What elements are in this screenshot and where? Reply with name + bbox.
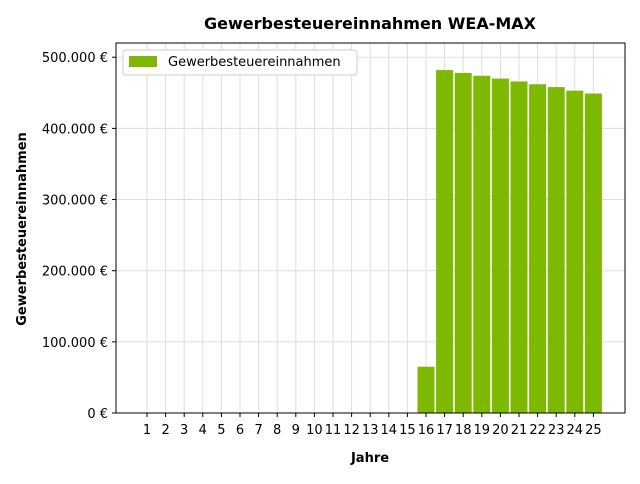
x-tick-label: 12 [343, 423, 360, 438]
legend-swatch [129, 56, 157, 67]
x-tick-label: 3 [180, 423, 188, 438]
x-tick-label: 2 [161, 423, 169, 438]
x-tick-label: 14 [381, 423, 398, 438]
legend-box [122, 49, 358, 76]
x-tick-label: 19 [474, 423, 491, 438]
x-tick-label: 15 [399, 423, 416, 438]
bar [454, 72, 472, 413]
bar [510, 81, 528, 413]
bar [547, 87, 565, 413]
x-tick-label: 13 [362, 423, 379, 438]
x-tick-label: 16 [418, 423, 435, 438]
legend: Gewerbesteuereinnahmen [122, 49, 358, 76]
x-axis-label: Jahre [350, 451, 389, 466]
x-tick-label: 9 [292, 423, 300, 438]
x-tick-label: 10 [306, 423, 323, 438]
bars-layer [417, 70, 602, 414]
chart-title: Gewerbesteuereinnahmen WEA-MAX [204, 14, 537, 33]
bar [491, 78, 509, 414]
x-tick-label: 11 [325, 423, 342, 438]
x-tick-label: 8 [273, 423, 281, 438]
bar [436, 70, 454, 414]
x-tick-label: 20 [492, 423, 509, 438]
x-tick-label: 21 [511, 423, 528, 438]
x-tick-label: 17 [436, 423, 453, 438]
x-tick-label: 25 [585, 423, 602, 438]
x-tick-label: 24 [567, 423, 584, 438]
bar [584, 93, 602, 414]
x-tick-label: 18 [455, 423, 472, 438]
y-axis-label: Gewerbesteuereinnahmen [15, 132, 30, 326]
x-tick-label: 6 [236, 423, 244, 438]
bar [529, 84, 547, 414]
bar [417, 366, 435, 413]
x-axis: 1 2 3 4 5 6 7 8 9 10 11 12 13 14 15 16 17 18 19 20 21 22 23 24 2… [143, 413, 602, 438]
y-axis: 0 € 100.000 € 200.000 € 300.000 € 400.000 € 5… [42, 51, 116, 422]
y-tick-label: 300.000 € [42, 194, 108, 209]
x-tick-label: 5 [217, 423, 225, 438]
y-tick-label: 100.000 € [42, 336, 108, 351]
x-tick-label: 7 [254, 423, 262, 438]
y-tick-label: 500.000 € [42, 51, 108, 66]
bar [566, 90, 584, 413]
x-tick-label: 22 [529, 423, 546, 438]
legend-label: Gewerbesteuereinnahmen [168, 55, 341, 70]
y-tick-label: 0 € [87, 407, 108, 422]
y-tick-label: 400.000 € [42, 122, 108, 137]
x-tick-label: 1 [143, 423, 151, 438]
x-tick-label: 23 [548, 423, 565, 438]
x-tick-label: 4 [199, 423, 207, 438]
y-tick-label: 200.000 € [42, 265, 108, 280]
bar [473, 75, 491, 413]
